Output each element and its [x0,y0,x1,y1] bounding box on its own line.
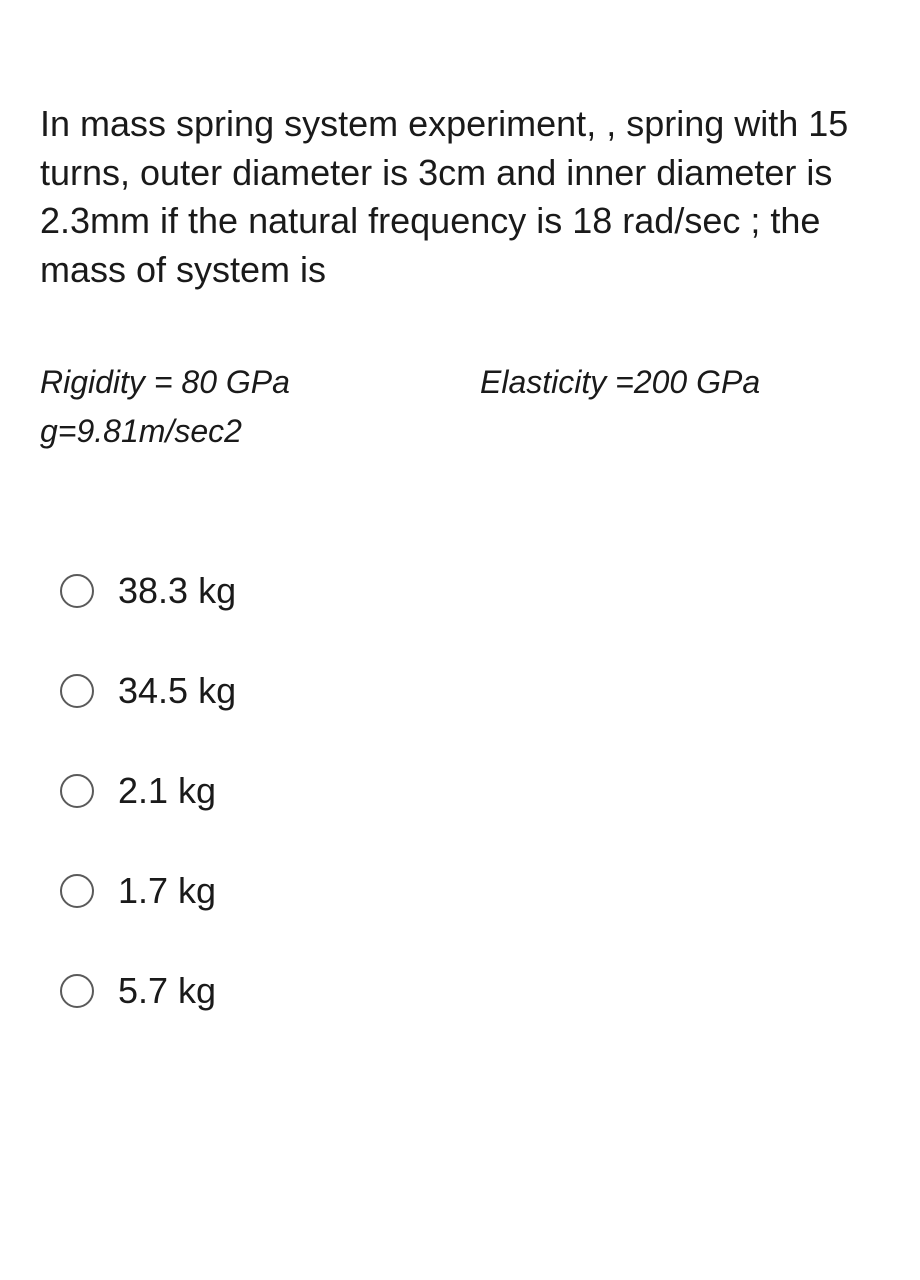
option-5[interactable]: 5.7 kg [60,970,880,1012]
option-4[interactable]: 1.7 kg [60,870,880,912]
option-label: 1.7 kg [118,870,216,912]
radio-icon [60,874,94,908]
option-label: 5.7 kg [118,970,216,1012]
gravity-param: g=9.81m/sec2 [40,413,880,450]
radio-icon [60,774,94,808]
option-label: 34.5 kg [118,670,236,712]
option-2[interactable]: 34.5 kg [60,670,880,712]
option-3[interactable]: 2.1 kg [60,770,880,812]
elasticity-param: Elasticity =200 GPa [440,364,880,401]
option-label: 38.3 kg [118,570,236,612]
option-1[interactable]: 38.3 kg [60,570,880,612]
question-text: In mass spring system experiment, , spri… [40,100,880,294]
parameters-row: Rigidity = 80 GPa Elasticity =200 GPa [40,364,880,401]
rigidity-param: Rigidity = 80 GPa [40,364,440,401]
radio-icon [60,674,94,708]
options-list: 38.3 kg 34.5 kg 2.1 kg 1.7 kg 5.7 kg [40,570,880,1012]
option-label: 2.1 kg [118,770,216,812]
radio-icon [60,574,94,608]
radio-icon [60,974,94,1008]
